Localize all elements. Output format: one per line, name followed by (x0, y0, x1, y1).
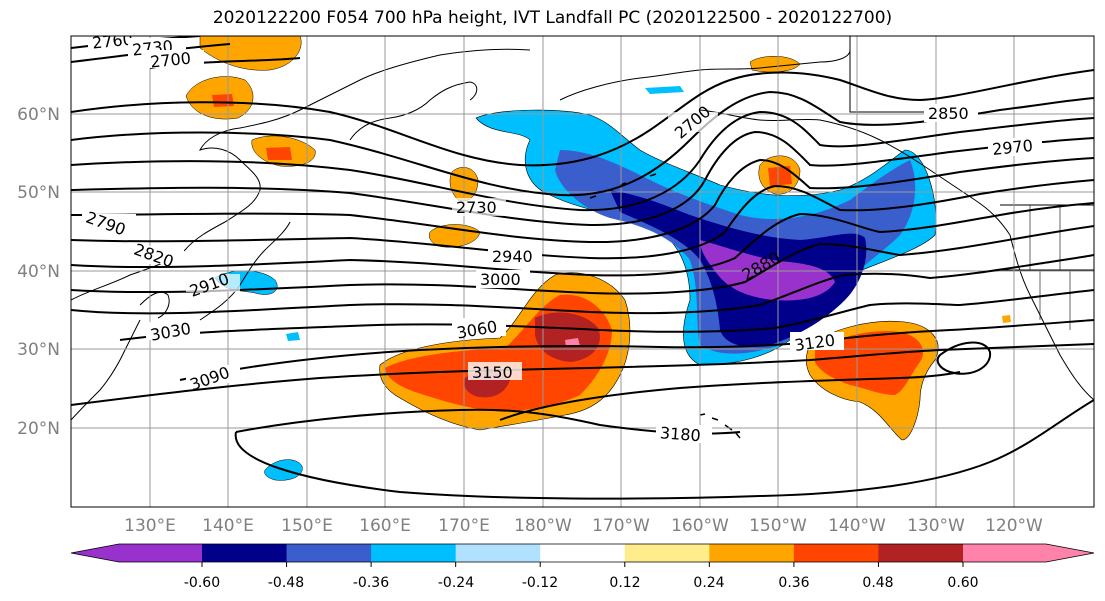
lon-label: 140°E (202, 516, 254, 536)
contour-label: 2730 (456, 198, 497, 217)
contour-line (499, 371, 961, 421)
lon-label: 170°E (438, 516, 490, 536)
colorbar-tick-label: -0.48 (268, 575, 304, 591)
contour-label: 3150 (472, 363, 513, 382)
hawaii (699, 413, 741, 439)
lon-label: 130°W (907, 516, 965, 536)
colorbar-outline (70, 543, 1095, 563)
contour-label: 2760 (91, 30, 133, 53)
lat-label: 30°N (17, 340, 60, 360)
lat-label: 50°N (17, 183, 60, 203)
contour-label: 2850 (928, 104, 969, 123)
contour-label: 2700 (149, 49, 191, 72)
contour-label: 2970 (991, 136, 1033, 159)
lon-label: 180°W (514, 516, 572, 536)
colorbar: -0.60 -0.48 -0.36 -0.24 -0.12 0.12 0.24 … (70, 543, 1095, 591)
lon-label: 160°E (359, 516, 411, 536)
contour-line (71, 254, 1094, 315)
colorbar-segment (963, 544, 1094, 562)
contour-line (71, 179, 1094, 260)
map-title: 2020122200 F054 700 hPa height, IVT Land… (212, 8, 893, 28)
contour-line (71, 130, 1094, 227)
colorbar-tick-label: 0.24 (693, 575, 724, 591)
positive-anomaly-patch-6-core (768, 166, 792, 186)
positive-anomaly-patch-8 (1002, 315, 1011, 323)
colorbar-tick-label: 0.36 (778, 575, 809, 591)
colorbar-tick-label: 0.12 (609, 575, 640, 591)
negative-anomaly-patch-alaska (645, 86, 684, 94)
contour-line (936, 341, 992, 375)
colorbar-segment (455, 544, 541, 562)
contour-line (234, 399, 1094, 500)
china-coast (71, 319, 141, 421)
lon-label: 120°W (985, 516, 1043, 536)
positive-anomaly-patch-2-core (266, 147, 292, 160)
positive-anomaly-darkred-central-2 (535, 312, 600, 362)
kamchatka-coast (349, 81, 478, 141)
state-borders (1029, 205, 1071, 330)
contour-label: 3180 (659, 423, 701, 445)
map-frame (70, 35, 1095, 508)
contour-label: 2940 (492, 247, 533, 266)
colorbar-segment (878, 544, 964, 562)
lon-label: 150°W (749, 516, 807, 536)
contour-line (71, 157, 1094, 244)
colorbar-segment (202, 544, 288, 562)
colorbar-tick-label: -0.24 (438, 575, 474, 591)
longitude-labels: 130°E 140°E 150°E 160°E 170°E 180°W 170°… (124, 516, 1043, 536)
alaska-south-coast (699, 109, 1011, 236)
lat-label: 20°N (17, 419, 60, 439)
japan-coast (199, 221, 291, 321)
colorbar-segment (286, 544, 372, 562)
lon-label: 170°W (592, 516, 650, 536)
colorbar-segment (71, 544, 202, 562)
lon-label: 160°W (671, 516, 729, 536)
colorbar-segment (793, 544, 879, 562)
lat-label: 60°N (17, 105, 60, 125)
contour-line (71, 343, 1094, 406)
alaska-coast (559, 49, 851, 101)
colorbar-tick-label: 0.60 (947, 575, 978, 591)
contour-label: 3000 (480, 270, 521, 289)
height-contours (71, 36, 1094, 500)
colorbar-tick-labels: -0.60 -0.48 -0.36 -0.24 -0.12 0.12 0.24 … (184, 575, 979, 591)
positive-anomaly-patch-1-core (212, 94, 234, 107)
colorbar-segment (709, 544, 795, 562)
contour-line (179, 319, 1094, 381)
colorbar-ticks (201, 562, 964, 567)
contour-line (71, 110, 1094, 212)
colorbar-tick-label: 0.48 (862, 575, 893, 591)
contour-line (71, 202, 1094, 277)
lon-label: 140°W (828, 516, 886, 536)
colorbar-segment (540, 544, 626, 562)
contour-line (71, 225, 1094, 295)
lat-label: 40°N (17, 262, 60, 282)
colorbar-segments (70, 543, 1095, 563)
contour-line (119, 289, 1094, 341)
lon-label: 150°E (281, 516, 333, 536)
colorbar-segment (371, 544, 457, 562)
colorbar-tick-label: -0.12 (522, 575, 558, 591)
colorbar-tick-label: -0.60 (184, 575, 220, 591)
positive-anomaly-pink-central (565, 338, 580, 347)
contour-line (71, 69, 1094, 167)
colorbar-segment (624, 544, 710, 562)
lon-label: 130°E (124, 516, 176, 536)
negative-anomaly-patch-small (286, 332, 300, 341)
colorbar-tick-label: -0.36 (353, 575, 389, 591)
latitude-labels: 60°N 50°N 40°N 30°N 20°N (17, 105, 60, 439)
